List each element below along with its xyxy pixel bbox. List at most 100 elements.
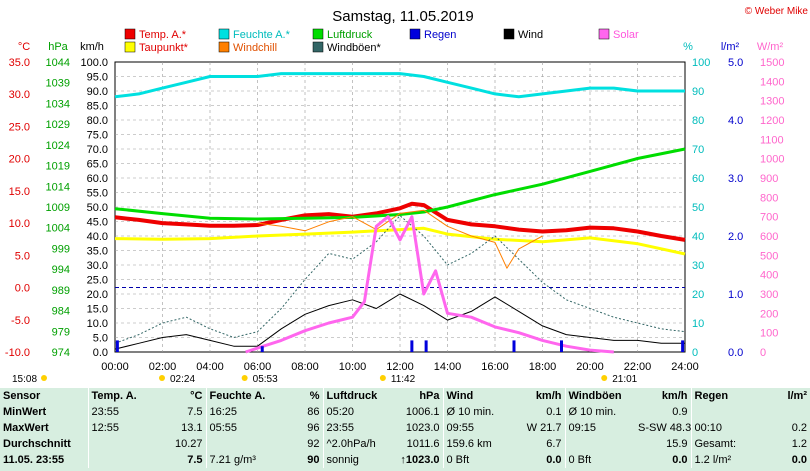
stats-cell: 1011.6 (406, 438, 440, 450)
solar-tick-label: 600 (760, 231, 778, 243)
stats-cell (690, 404, 757, 420)
x-tick-label: 08:00 (291, 361, 319, 373)
solar-tick-label: 1000 (760, 154, 784, 166)
event-label: 21:01 (612, 374, 637, 385)
legend-swatch (124, 28, 136, 40)
x-tick-label: 20:00 (576, 361, 604, 373)
stats-cell: 11.05. 23:55 (3, 454, 65, 466)
stats-header-cell: Windböen (564, 388, 635, 404)
wind-tick-label: 60.0 (87, 173, 108, 185)
legend-label: Windböen* (327, 42, 382, 54)
stats-cell (205, 436, 286, 452)
stats-cell: Ø 10 min. (442, 404, 515, 420)
stats-header-cell: Sensor (3, 390, 41, 402)
humidity-tick-label: 60 (692, 173, 704, 185)
chart-title: Samstag, 11.05.2019 (332, 8, 474, 25)
rain-tick-label: 3.0 (728, 173, 743, 185)
humidity-tick-label: 70 (692, 144, 704, 156)
stats-row: 11.05. 23:55 7.5 7.21 g/m³ 90 sonnig ↑1023.0 0… (0, 452, 810, 468)
x-tick-label: 12:00 (386, 361, 414, 373)
solar-tick-label: 1500 (760, 57, 784, 69)
pressure-unit-label: hPa (48, 41, 68, 53)
solar-tick-label: 800 (760, 192, 778, 204)
stats-cell (757, 404, 810, 420)
stats-table-panel: Sensor Temp. A. °C Feuchte A.% Luftdruck hPa W… (0, 388, 810, 471)
stats-cell: 1.2 (791, 438, 807, 450)
series-line-luftdruck (114, 147, 686, 221)
solar-tick-label: 500 (760, 250, 778, 262)
series-line-feuchtea (114, 72, 685, 99)
stats-header-cell: °C (190, 390, 203, 402)
stats-row: MaxWert 12:55 13.1 05:55 96 23:55 1023.0 09:55 W… (0, 420, 810, 436)
stats-row: MinWert 23:55 7.5 16:25 86 05:20 1006.1 Ø 10 mi… (0, 404, 810, 420)
rain-tick-label: 1.0 (728, 289, 743, 301)
temp-tick-label: 0.0 (15, 283, 30, 295)
stats-cell: W 21.7 (526, 422, 562, 434)
pressure-tick-label: 1039 (46, 78, 70, 90)
legend-label: Taupunkt* (139, 42, 189, 54)
legend-label: Windchill (233, 42, 277, 54)
stats-header-cell: Temp. A. (87, 388, 156, 404)
pressure-tick-label: 1024 (46, 140, 70, 152)
pressure-tick-label: 1009 (46, 202, 70, 214)
stats-cell: 09:55 (442, 420, 515, 436)
legend-label: Temp. A.* (139, 29, 187, 41)
humidity-tick-label: 0 (692, 347, 698, 359)
stats-cell: 159.6 km (442, 436, 515, 452)
stats-header-cell: Regen (690, 388, 757, 404)
stats-cell: 1006.1 (405, 406, 440, 418)
series-line-solar (245, 215, 614, 354)
stats-table: Sensor Temp. A. °C Feuchte A.% Luftdruck hPa W… (0, 388, 810, 468)
wind-tick-label: 45.0 (87, 217, 108, 229)
stats-cell: 90 (307, 454, 320, 466)
rain-bar (410, 340, 414, 352)
temp-tick-label: 25.0 (9, 121, 30, 133)
stats-cell: 96 (307, 422, 320, 434)
rain-bar (260, 346, 264, 352)
event-marker (41, 375, 47, 381)
humidity-tick-label: 30 (692, 260, 704, 272)
weather-chart: 00:00 02:00 04:00 06:00 08:00 10:00 12:00 14:00… (5, 6, 809, 385)
stats-cell: 09:15 (564, 420, 635, 436)
stats-cell: ^2.0hPa/h (322, 436, 389, 452)
solar-tick-label: 400 (760, 270, 778, 282)
event-label: 02:24 (170, 374, 195, 385)
temp-tick-label: 15.0 (9, 186, 30, 198)
legend-swatch (312, 28, 324, 40)
stats-header-cell: l/m² (787, 390, 807, 402)
legend-swatch (218, 41, 230, 53)
rain-bar (512, 340, 516, 352)
stats-cell: 05:55 (205, 420, 286, 436)
wind-tick-label: 100.0 (80, 57, 108, 69)
stats-cell: MaxWert (3, 422, 49, 434)
event-marker (601, 375, 608, 381)
legend-label: Feuchte A.* (233, 29, 291, 41)
humidity-tick-label: 10 (692, 318, 704, 330)
stats-cell: 23:55 (322, 420, 389, 436)
x-tick-label: 04:00 (196, 361, 224, 373)
humidity-tick-label: 90 (692, 86, 704, 98)
x-tick-label: 14:00 (434, 361, 462, 373)
wind-tick-label: 15.0 (87, 304, 108, 316)
stats-cell: 1023.0 (405, 422, 440, 434)
temp-tick-label: 35.0 (9, 57, 30, 69)
wind-tick-label: 95.0 (87, 72, 108, 84)
legend-swatch (598, 28, 610, 40)
legend-swatch (312, 41, 324, 53)
wind-tick-label: 30.0 (87, 260, 108, 272)
wind-tick-label: 0.0 (93, 347, 108, 359)
legend-swatch (218, 28, 230, 40)
x-tick-label: 00:00 (101, 361, 129, 373)
stats-row: Durchschnitt 10.27 92 ^2.0hPa/h 1011.6 159.6 … (0, 436, 810, 452)
event-label: 15:08 (12, 374, 37, 385)
wind-unit-label: km/h (80, 41, 104, 53)
stats-header-cell: km/h (661, 390, 688, 402)
x-tick-label: 06:00 (244, 361, 272, 373)
wind-tick-label: 20.0 (87, 289, 108, 301)
stats-header-cell: Luftdruck (322, 388, 389, 404)
stats-cell: 0 Bft (564, 452, 635, 468)
stats-cell: 92 (307, 438, 320, 450)
pressure-tick-label: 1029 (46, 119, 70, 131)
series-line-windben (114, 215, 686, 344)
series-line-taupunkt (114, 226, 686, 256)
